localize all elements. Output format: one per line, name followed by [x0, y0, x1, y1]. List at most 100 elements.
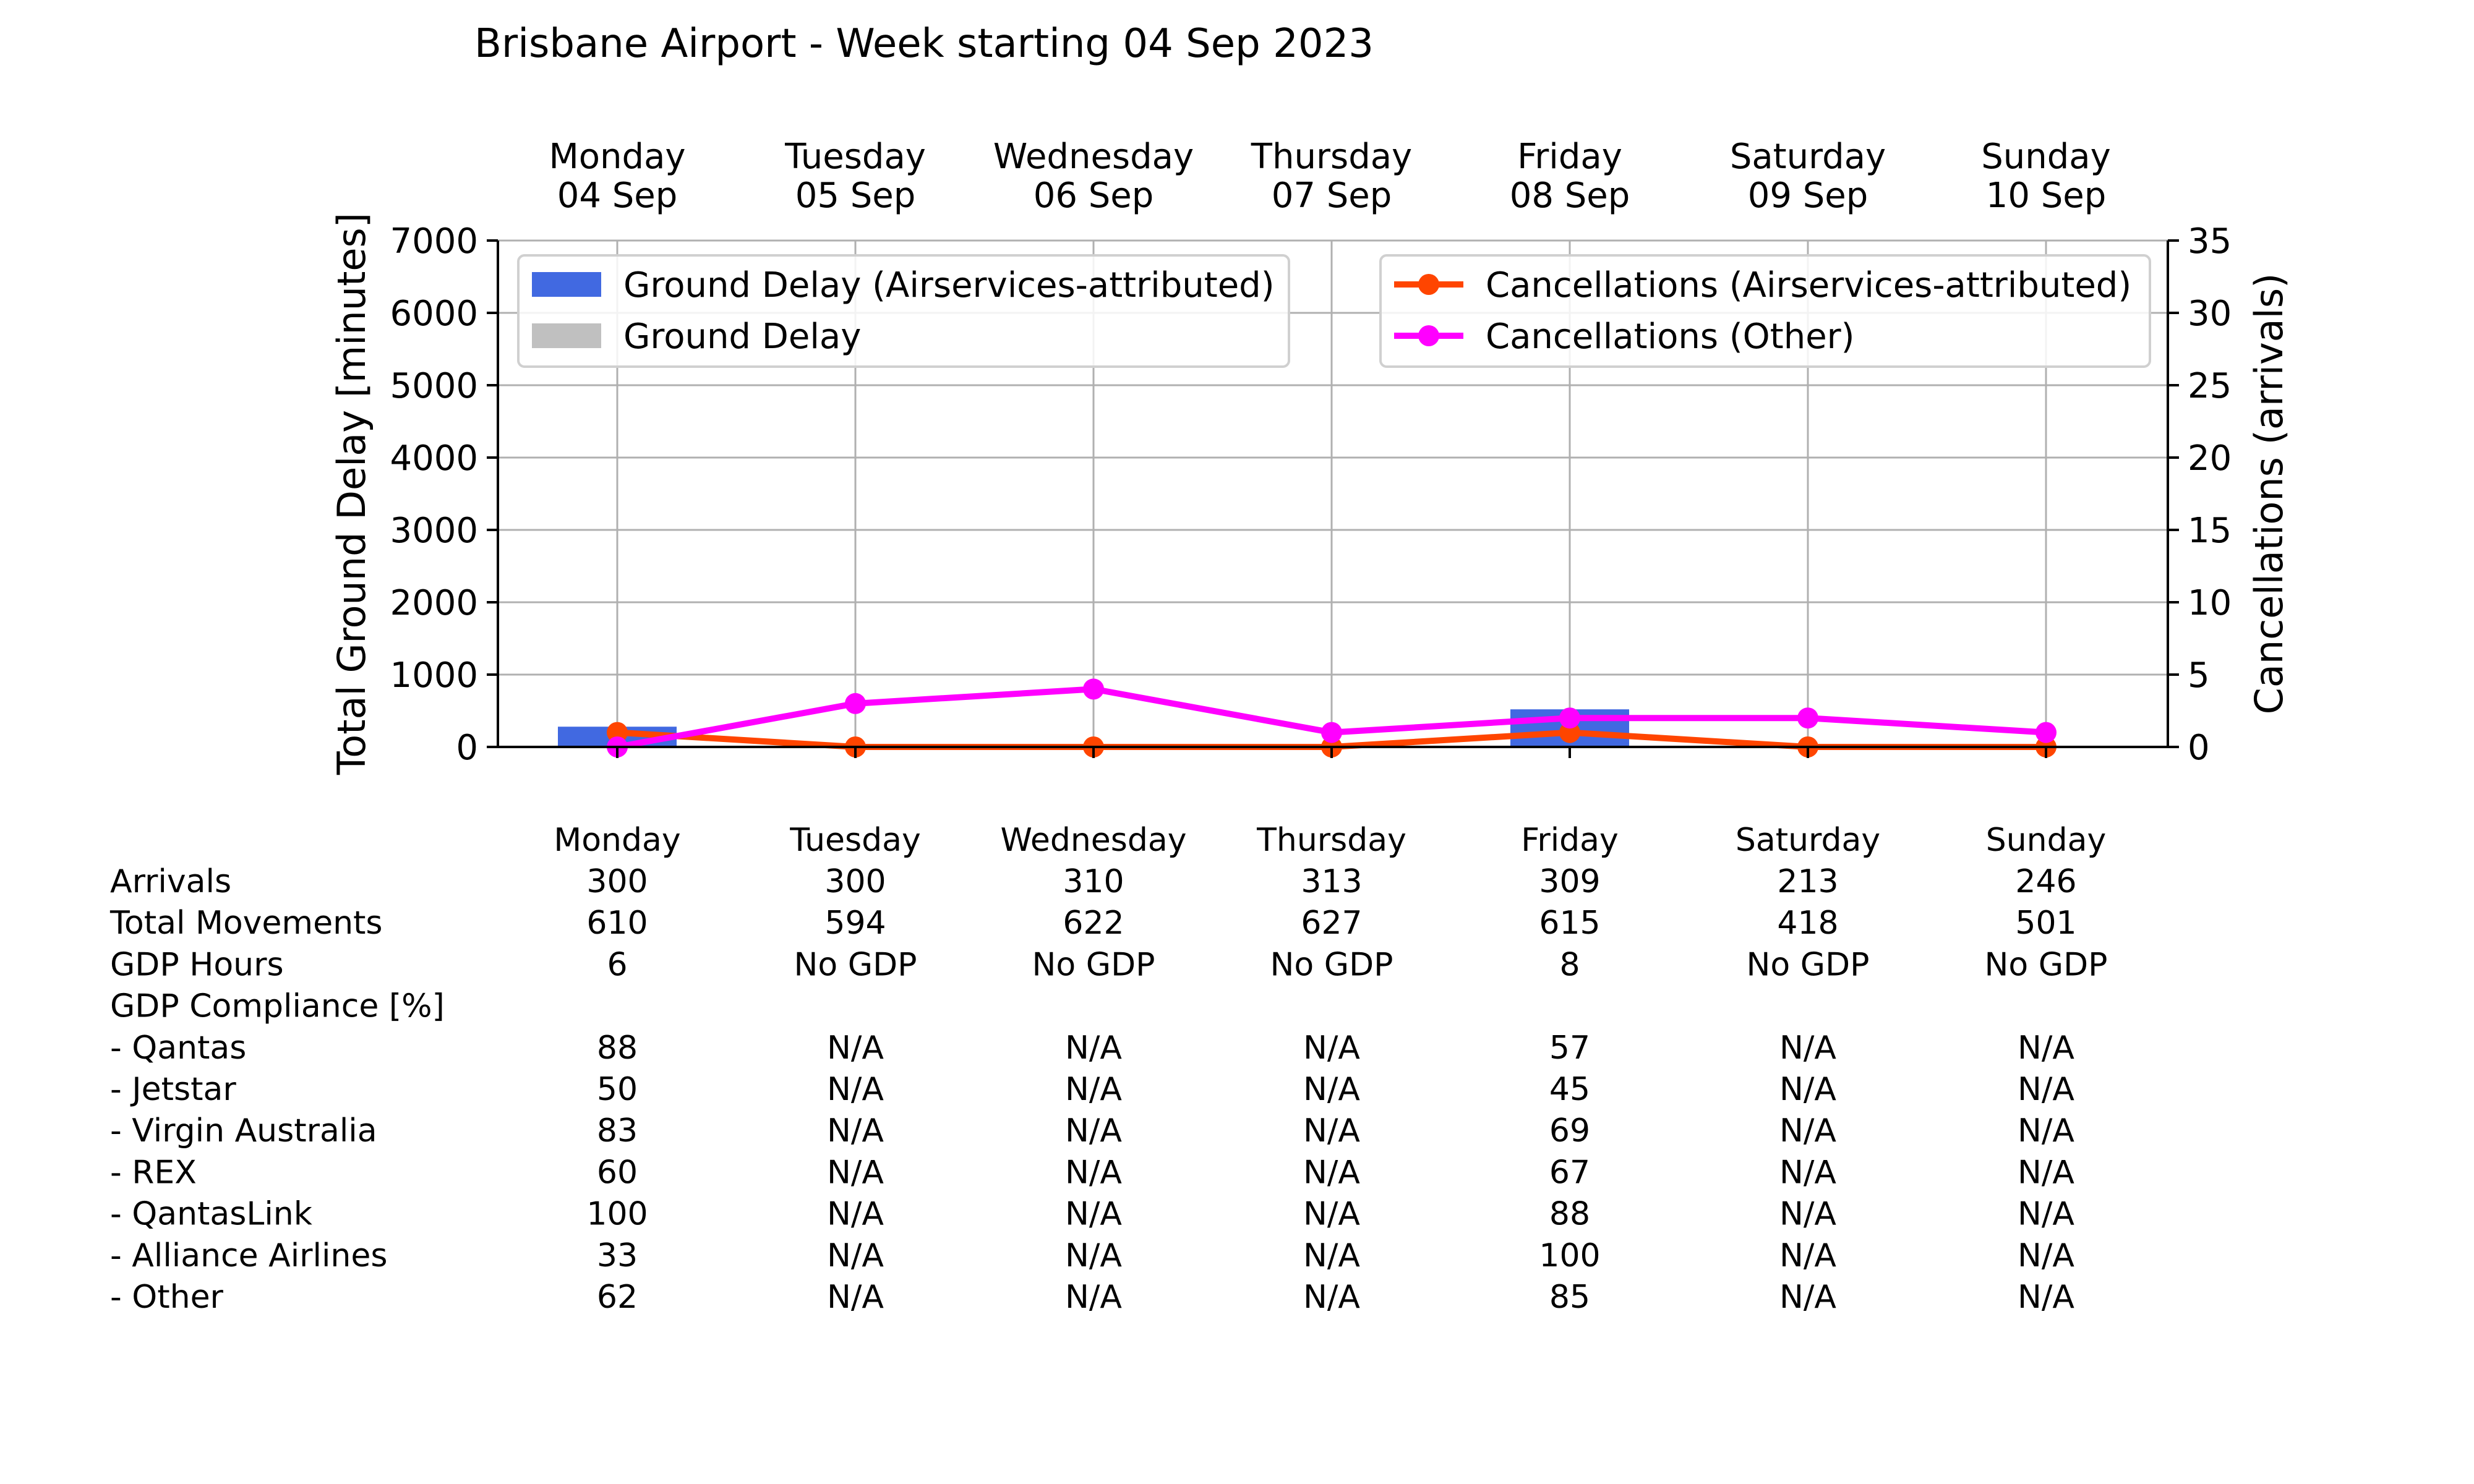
table-cell: N/A	[1065, 1112, 1122, 1149]
y-tick-label-left: 6000	[390, 294, 478, 334]
table-cell: N/A	[2018, 1237, 2074, 1274]
table-cell: N/A	[2018, 1030, 2074, 1067]
table-cell: 57	[1549, 1030, 1590, 1067]
table-header: Thursday	[1256, 822, 1406, 859]
table-row-label: GDP Compliance [%]	[110, 988, 445, 1025]
table-header: Sunday	[1986, 822, 2107, 859]
table-header: Tuesday	[789, 822, 921, 859]
table-cell: 246	[2015, 863, 2076, 900]
legend-box-right	[1379, 254, 2151, 368]
y-tick-label-right: 30	[2188, 294, 2232, 334]
legend-marker	[1418, 325, 1439, 346]
table-cell: 622	[1063, 905, 1124, 942]
day-name-label: Saturday	[1730, 137, 1886, 177]
chart-title: Brisbane Airport - Week starting 04 Sep …	[474, 21, 1374, 67]
table-cell: No GDP	[1032, 946, 1155, 983]
series-point	[607, 722, 628, 743]
stats-table: Monday Tuesday Wednesday Thursday Friday Satu…	[109, 822, 2107, 1316]
table-cell: No GDP	[794, 946, 917, 983]
table-cell: N/A	[1303, 1154, 1360, 1191]
y-tick-label-left: 3000	[390, 511, 478, 551]
table-cell: 50	[597, 1071, 638, 1108]
legend-label: Ground Delay (Airservices-attributed)	[623, 265, 1275, 305]
series-point	[1321, 722, 1342, 743]
day-name-label: Monday	[549, 137, 685, 177]
table-cell: 62	[597, 1279, 638, 1316]
table-cell: N/A	[827, 1071, 884, 1108]
legend-label: Cancellations (Airservices-attributed)	[1486, 265, 2131, 305]
y-tick-label-right: 15	[2188, 511, 2232, 551]
y-tick-label-right: 25	[2188, 366, 2232, 406]
table-cell: 309	[1539, 863, 1600, 900]
table-cell: N/A	[827, 1237, 884, 1274]
table-cell: 213	[1777, 863, 1838, 900]
table-cell: 69	[1549, 1112, 1590, 1149]
series-point	[845, 693, 866, 714]
table-cell: N/A	[1779, 1196, 1836, 1233]
table-cell: 313	[1301, 863, 1362, 900]
table-cell: N/A	[827, 1112, 884, 1149]
day-name-label: Friday	[1517, 137, 1622, 177]
table-cell: N/A	[1065, 1237, 1122, 1274]
table-cell: N/A	[2018, 1196, 2074, 1233]
table-cell: 88	[1549, 1196, 1590, 1233]
table-cell: 610	[586, 905, 648, 942]
series-point	[1083, 678, 1104, 700]
day-name-label: Thursday	[1251, 137, 1412, 177]
series-point	[1797, 707, 1818, 729]
table-cell: N/A	[1303, 1279, 1360, 1316]
table-cell: 83	[597, 1112, 638, 1149]
series-point	[1559, 707, 1580, 729]
table-row-label: - Other	[110, 1279, 224, 1316]
table-cell: 300	[586, 863, 648, 900]
table-cell: 615	[1539, 905, 1600, 942]
table-cell: N/A	[1303, 1196, 1360, 1233]
table-cell: N/A	[1779, 1071, 1836, 1108]
legend-label: Ground Delay	[623, 317, 861, 357]
legend-swatch	[532, 323, 601, 348]
legends: Ground Delay (Airservices-attributed) Gro…	[517, 254, 2151, 368]
y-tick-label-left: 7000	[390, 221, 478, 262]
table-row-label: - Qantas	[110, 1030, 246, 1067]
table-row-label: - QantasLink	[110, 1196, 312, 1233]
table-cell: N/A	[1779, 1279, 1836, 1316]
table-cell: 300	[824, 863, 886, 900]
table-cell: 8	[1559, 946, 1580, 983]
day-date-label: 09 Sep	[1748, 176, 1868, 216]
table-cell: N/A	[1303, 1071, 1360, 1108]
table-row-label: - Jetstar	[110, 1071, 236, 1108]
table-cell: N/A	[2018, 1279, 2074, 1316]
series-point	[1559, 722, 1580, 743]
table-cell: N/A	[1065, 1154, 1122, 1191]
day-date-label: 08 Sep	[1510, 176, 1630, 216]
table-cell: N/A	[1779, 1237, 1836, 1274]
table-cell: N/A	[827, 1154, 884, 1191]
table-cell: N/A	[827, 1196, 884, 1233]
table-cell: 67	[1549, 1154, 1590, 1191]
y-tick-label-right: 10	[2188, 583, 2232, 623]
table-header: Wednesday	[1000, 822, 1186, 859]
day-date-label: 04 Sep	[557, 176, 678, 216]
day-date-label: 06 Sep	[1034, 176, 1154, 216]
table-cell: N/A	[1065, 1030, 1122, 1067]
legend-box-left	[517, 254, 1290, 368]
y-axis-right-label: Cancellations (arrivals)	[2246, 273, 2292, 715]
table-cell: 594	[824, 905, 886, 942]
day-date-label: 05 Sep	[795, 176, 916, 216]
table-row-label: GDP Hours	[110, 946, 284, 983]
y-tick-label-right: 5	[2188, 655, 2210, 696]
day-date-label: 10 Sep	[1986, 176, 2107, 216]
table-cell: N/A	[1779, 1112, 1836, 1149]
day-name-label: Wednesday	[993, 137, 1194, 177]
table-cell: 33	[597, 1237, 638, 1274]
y-tick-label-left: 4000	[390, 438, 478, 479]
table-cell: N/A	[2018, 1071, 2074, 1108]
table-cell: 418	[1777, 905, 1838, 942]
table-cell: No GDP	[1985, 946, 2108, 983]
table-row-label: - REX	[110, 1154, 197, 1191]
table-row-label: Arrivals	[110, 863, 231, 900]
axes: 0 1000 2000 3000 4000 5000 6000 7000 0 5 10 15 20 25 3…	[329, 137, 2292, 775]
table-header: Monday	[554, 822, 680, 859]
table-cell: 501	[2015, 905, 2076, 942]
